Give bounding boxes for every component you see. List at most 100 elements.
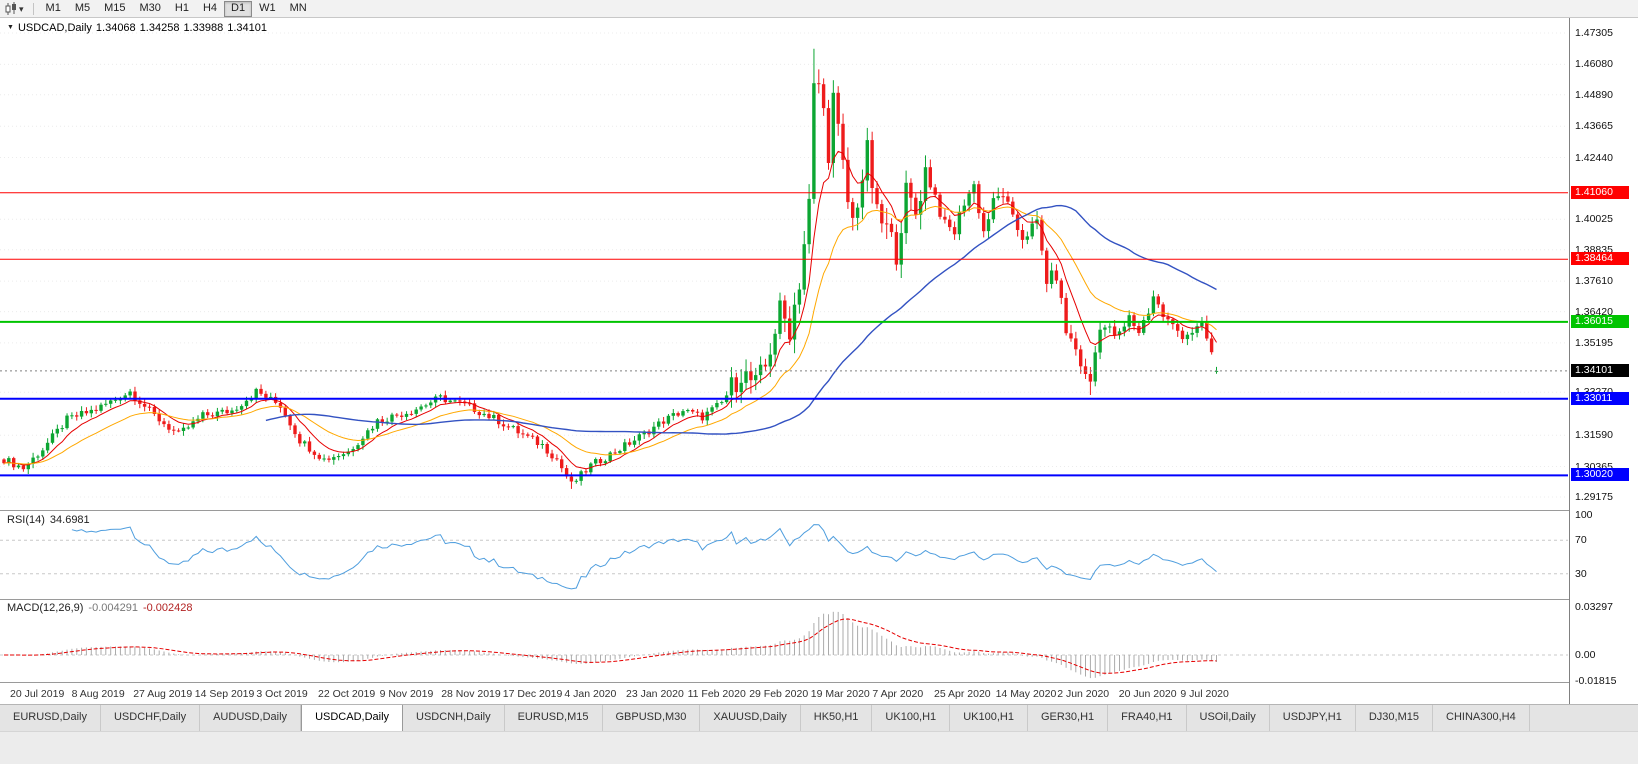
- axis-label: 100: [1575, 509, 1593, 521]
- chart-tab-usoil-daily[interactable]: USOil,Daily: [1187, 705, 1270, 731]
- date-label: 20 Jun 2020: [1119, 688, 1177, 700]
- price-axis-border: [1569, 18, 1570, 704]
- date-label: 20 Jul 2019: [10, 688, 64, 700]
- rsi-label: RSI(14) 34.6981: [7, 514, 95, 526]
- chart-type-icon[interactable]: [4, 1, 18, 16]
- ohlc-open: 1.34068: [95, 22, 136, 34]
- chart-tab-eurusd-daily[interactable]: EURUSD,Daily: [0, 705, 101, 731]
- axis-label: 1.42440: [1575, 151, 1613, 164]
- macd-value-signal: -0.002428: [142, 602, 193, 614]
- chart-tab-usdchf-daily[interactable]: USDCHF,Daily: [101, 705, 201, 731]
- axis-label: 1.46080: [1575, 58, 1613, 71]
- date-label: 19 Mar 2020: [811, 688, 870, 700]
- chart-area: 20 Jul 2019 8 Aug 2019 27 Aug 2019 14 Sep 2…: [0, 18, 1638, 704]
- timeframe-button-group: M1 M5 M15 M30 H1 H4 D1 W1 MN: [39, 0, 314, 17]
- axis-label: 30: [1575, 567, 1587, 580]
- axis-label: 70: [1575, 534, 1587, 547]
- date-label: 11 Feb 2020: [688, 688, 746, 700]
- axis-label: 1.31590: [1575, 429, 1613, 442]
- chart-tab-eurusd-m15[interactable]: EURUSD,M15: [505, 705, 603, 731]
- pane-separator[interactable]: [0, 599, 1638, 600]
- chart-tab-bar: EURUSD,Daily USDCHF,Daily AUDUSD,Daily USDC…: [0, 704, 1638, 731]
- axis-label: 1.35195: [1575, 336, 1613, 349]
- chart-title: ▼ USDCAD,Daily 1.34068 1.34258 1.33988 1.3410…: [7, 22, 271, 34]
- macd-value-main: -0.004291: [88, 602, 138, 614]
- pane-separator[interactable]: [0, 682, 1638, 683]
- timeframe-button-h4[interactable]: H4: [196, 1, 224, 17]
- hline-price-badge: 1.38464: [1571, 252, 1629, 266]
- chart-tab-usdcnh-daily[interactable]: USDCNH,Daily: [403, 705, 505, 731]
- rsi-line: [71, 524, 1217, 590]
- chart-tab-usdcad-daily[interactable]: USDCAD,Daily: [301, 705, 404, 731]
- toolbar: ▾ M1 M5 M15 M30 H1 H4 D1 W1 MN: [0, 0, 1638, 18]
- hline-price-badge: 1.36015: [1571, 314, 1629, 328]
- date-label: 9 Jul 2020: [1180, 688, 1229, 700]
- ohlc-close: 1.34101: [227, 22, 267, 34]
- axis-label: 1.29175: [1575, 491, 1613, 503]
- axis-label: 1.44890: [1575, 88, 1613, 101]
- timeframe-button-mn[interactable]: MN: [283, 1, 314, 17]
- axis-label: 0.00: [1575, 649, 1596, 661]
- date-axis: 20 Jul 2019 8 Aug 2019 27 Aug 2019 14 Sep 2…: [10, 688, 1229, 700]
- rsi-name: RSI(14): [7, 514, 45, 526]
- timeframe-button-m30[interactable]: M30: [133, 1, 168, 17]
- macd-histogram: [8, 611, 1217, 679]
- chart-tab-hk50-h1[interactable]: HK50,H1: [801, 705, 873, 731]
- chart-tab-fra40-h1[interactable]: FRA40,H1: [1108, 705, 1187, 731]
- timeframe-button-m5[interactable]: M5: [68, 1, 97, 17]
- timeframe-button-d1[interactable]: D1: [224, 0, 253, 17]
- chart-tab-uk100-h1[interactable]: UK100,H1: [872, 705, 951, 731]
- chart-tab-uk100-h1[interactable]: UK100,H1: [950, 705, 1028, 731]
- chart-tab-usdjpy-h1[interactable]: USDJPY,H1: [1270, 705, 1356, 731]
- chart-tab-dj30-m15[interactable]: DJ30,M15: [1356, 705, 1433, 731]
- timeframe-button-m1[interactable]: M1: [39, 1, 68, 17]
- hline-price-badge: 1.33011: [1571, 391, 1629, 405]
- axis-label: 1.40025: [1575, 213, 1613, 226]
- toolbar-separator: [32, 2, 34, 15]
- date-label: 3 Oct 2019: [256, 688, 308, 700]
- chart-tab-xauusd-daily[interactable]: XAUUSD,Daily: [700, 705, 801, 731]
- date-label: 7 Apr 2020: [872, 688, 923, 700]
- ma-line-medium: [3, 205, 1217, 465]
- hline-price-badge: 1.41060: [1571, 185, 1629, 199]
- macd-label: MACD(12,26,9) -0.004291 -0.002428: [7, 602, 198, 614]
- ohlc-high: 1.34258: [139, 22, 180, 34]
- date-label: 25 Apr 2020: [934, 688, 991, 700]
- chart-tab-audusd-daily[interactable]: AUDUSD,Daily: [200, 705, 302, 731]
- symbol-marker-icon: ▼: [7, 24, 14, 31]
- ohlc-low: 1.33988: [183, 22, 224, 34]
- rsi-value: 34.6981: [49, 514, 90, 526]
- date-label: 14 May 2020: [996, 688, 1057, 700]
- dropdown-caret-icon[interactable]: ▾: [19, 3, 24, 14]
- date-label: 23 Jan 2020: [626, 688, 684, 700]
- date-label: 22 Oct 2019: [318, 688, 375, 700]
- axis-label: 1.36420: [1575, 305, 1613, 318]
- axis-label: 1.47305: [1575, 27, 1613, 39]
- timeframe-button-w1[interactable]: W1: [252, 1, 283, 17]
- date-label: 27 Aug 2019: [133, 688, 192, 700]
- pane-separator[interactable]: [0, 510, 1638, 511]
- date-label: 14 Sep 2019: [195, 688, 255, 700]
- price-gridlines: [0, 32, 1568, 498]
- date-label: 2 Jun 2020: [1057, 688, 1109, 700]
- chart-tab-gbpusd-m30[interactable]: GBPUSD,M30: [603, 705, 701, 731]
- date-label: 28 Nov 2019: [441, 688, 501, 700]
- ma-line-fast: [3, 150, 1217, 470]
- date-label: 9 Nov 2019: [380, 688, 434, 700]
- date-label: 29 Feb 2020: [749, 688, 808, 700]
- date-label: 8 Aug 2019: [72, 688, 125, 700]
- macd-name: MACD(12,26,9): [7, 602, 84, 614]
- current-price-badge: 1.34101: [1571, 363, 1629, 377]
- timeframe-button-h1[interactable]: H1: [168, 1, 196, 17]
- chart-tab-ger30-h1[interactable]: GER30,H1: [1028, 705, 1109, 731]
- axis-label: -0.01815: [1575, 675, 1617, 688]
- price-axis: 1.47305 1.46080 1.44890 1.43665 1.42440 1.400…: [1570, 18, 1638, 704]
- candles-layer: [2, 48, 1219, 489]
- date-label: 4 Jan 2020: [564, 688, 616, 700]
- axis-label: 0.03297: [1575, 600, 1613, 613]
- ma-line-slow: [265, 204, 1217, 435]
- chart-tab-china300-h4[interactable]: CHINA300,H4: [1433, 705, 1530, 731]
- axis-label: 1.43665: [1575, 120, 1613, 133]
- price-chart[interactable]: 20 Jul 2019 8 Aug 2019 27 Aug 2019 14 Sep 2…: [0, 18, 1568, 704]
- timeframe-button-m15[interactable]: M15: [97, 1, 132, 17]
